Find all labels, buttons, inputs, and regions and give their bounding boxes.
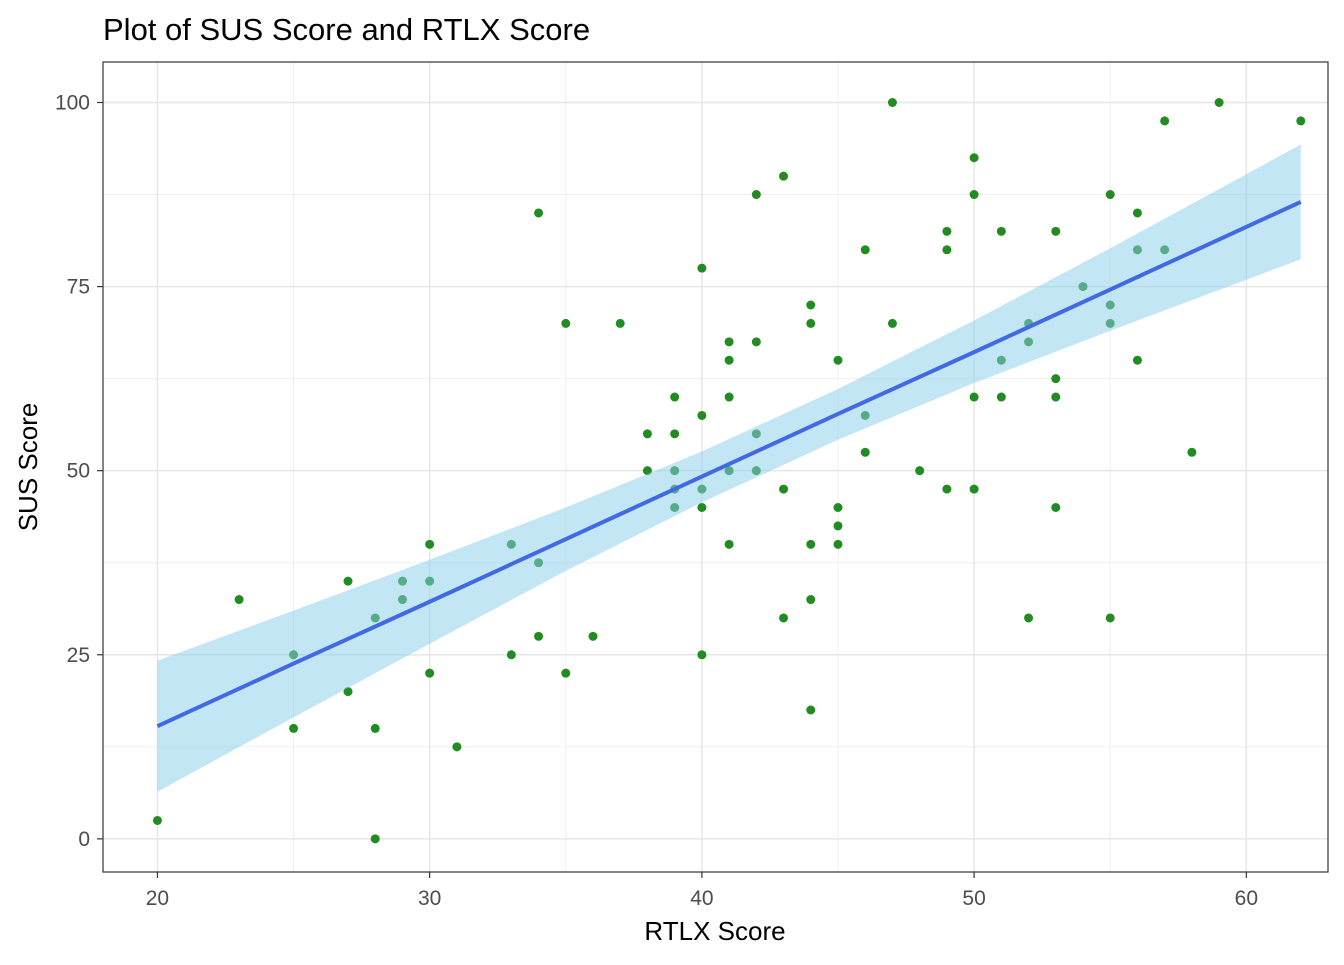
data-point — [670, 392, 680, 402]
y-axis-label: SUS Score — [13, 403, 43, 532]
data-point — [833, 355, 843, 365]
data-point — [860, 245, 870, 255]
x-tick-label: 20 — [146, 887, 169, 910]
data-point — [534, 631, 544, 641]
data-point — [779, 613, 789, 623]
x-axis-label: RTLX Score — [644, 916, 785, 946]
data-point — [670, 429, 680, 439]
data-point — [1105, 613, 1115, 623]
data-point — [642, 429, 652, 439]
data-point — [615, 318, 625, 328]
data-point — [806, 705, 816, 715]
data-point — [506, 650, 516, 660]
y-tick-label: 75 — [67, 276, 90, 299]
data-point — [1051, 374, 1061, 384]
data-point — [234, 595, 244, 605]
panel-border — [102, 61, 1329, 873]
y-tick-label: 25 — [67, 644, 90, 667]
data-point — [887, 98, 897, 107]
data-point — [806, 539, 816, 549]
data-point — [779, 171, 789, 181]
data-point — [561, 318, 571, 328]
data-point — [833, 503, 843, 512]
data-point — [1132, 208, 1142, 218]
data-point — [1187, 447, 1197, 457]
data-point — [969, 392, 979, 402]
x-tick-label: 60 — [1235, 887, 1258, 910]
data-point — [724, 337, 734, 347]
data-point — [996, 226, 1006, 236]
data-point — [1105, 190, 1115, 200]
data-point — [724, 392, 734, 402]
data-point — [697, 263, 707, 273]
data-point — [806, 595, 816, 605]
x-tick-label: 40 — [690, 887, 713, 910]
data-point — [697, 503, 707, 512]
data-point — [1024, 613, 1034, 623]
data-point — [1132, 355, 1142, 365]
data-point — [751, 190, 761, 200]
data-point — [969, 190, 979, 200]
data-point — [425, 539, 435, 549]
data-point — [942, 226, 952, 236]
data-point — [343, 576, 353, 586]
y-tick-label: 50 — [67, 460, 90, 483]
data-point — [942, 245, 952, 255]
data-point — [833, 539, 843, 549]
data-point — [1051, 503, 1061, 512]
data-point — [860, 447, 870, 457]
chart-title: Plot of SUS Score and RTLX Score — [103, 12, 590, 47]
data-point — [1051, 226, 1061, 236]
regression-line — [156, 200, 1302, 729]
confidence-ribbon — [157, 144, 1301, 792]
data-point — [806, 300, 816, 310]
data-point — [779, 484, 789, 494]
data-point — [588, 631, 598, 641]
data-point — [724, 355, 734, 365]
data-point — [806, 318, 816, 328]
y-tick-label: 0 — [78, 828, 90, 851]
data-point — [724, 539, 734, 549]
x-tick-label: 50 — [962, 887, 985, 910]
data-point — [942, 484, 952, 494]
data-point — [969, 153, 979, 163]
data-point — [152, 815, 162, 825]
data-point — [697, 650, 707, 660]
data-point — [289, 723, 299, 733]
data-point — [452, 742, 462, 752]
x-tick-label: 30 — [418, 887, 441, 910]
data-point — [1051, 392, 1061, 402]
data-point — [1160, 116, 1170, 126]
data-point — [833, 521, 843, 531]
data-point — [887, 318, 897, 328]
y-tick-label: 100 — [55, 92, 90, 115]
data-point — [1296, 116, 1306, 126]
data-point — [425, 668, 435, 678]
data-point — [915, 466, 925, 476]
data-point — [370, 834, 380, 844]
data-point — [969, 484, 979, 494]
data-point — [534, 208, 544, 218]
data-point — [1214, 98, 1224, 107]
data-point — [751, 337, 761, 347]
data-point — [697, 410, 707, 420]
data-point — [561, 668, 571, 678]
data-point — [370, 723, 380, 733]
data-point — [642, 466, 652, 476]
data-point — [996, 392, 1006, 402]
data-point — [343, 687, 353, 697]
